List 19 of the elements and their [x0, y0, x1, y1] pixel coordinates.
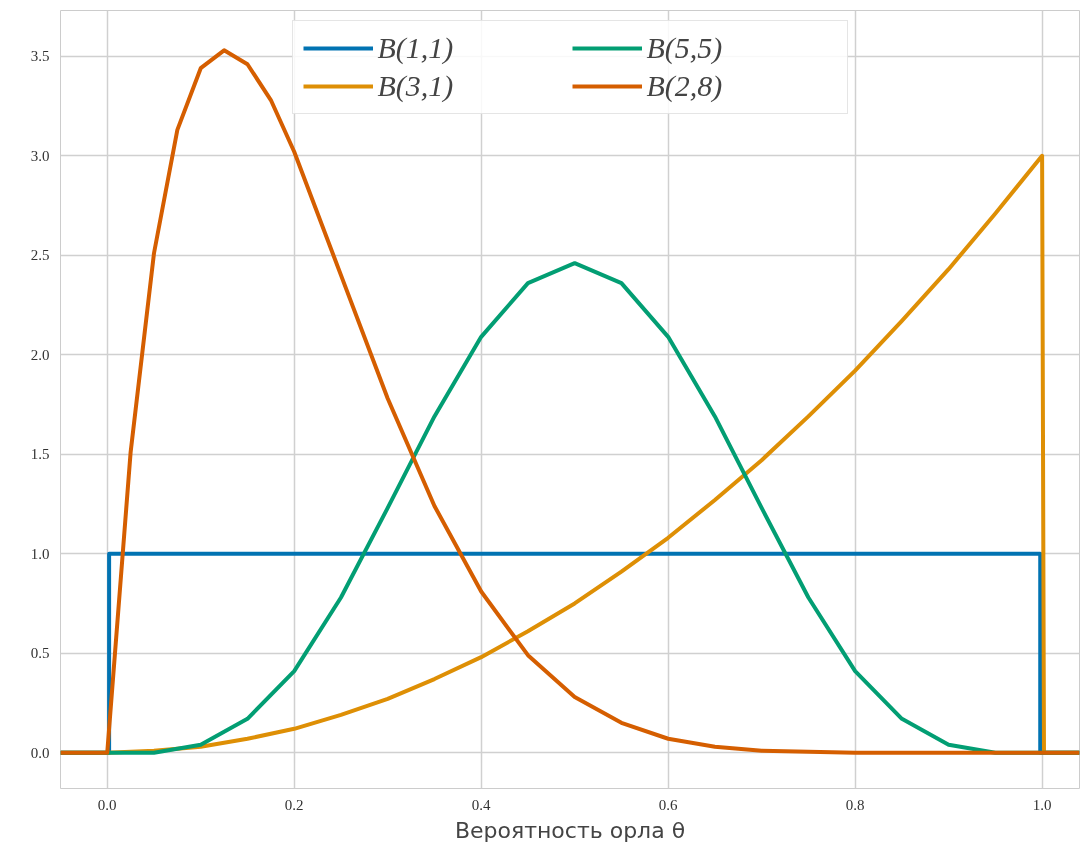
- x-tick-label: 0.6: [658, 796, 679, 813]
- legend-label: B(2,8): [646, 69, 724, 103]
- x-axis-title: Вероятность орла θ: [454, 817, 686, 843]
- legend-label: B(1,1): [377, 31, 455, 65]
- y-tick-label: 1.0: [30, 545, 50, 562]
- y-tick-label: 0.5: [30, 645, 50, 662]
- x-tick-label: 0.4: [471, 796, 492, 813]
- y-tick-label: 3.5: [30, 48, 50, 65]
- y-tick-label: 0.0: [30, 744, 50, 761]
- x-tick-label: 0.8: [845, 796, 865, 813]
- y-tick-label: 3.0: [30, 147, 50, 164]
- legend-label: B(5,5): [646, 31, 724, 65]
- y-tick-label: 2.5: [30, 247, 50, 264]
- y-tick-label: 2.0: [30, 346, 50, 363]
- legend-label: B(3,1): [377, 69, 455, 103]
- x-tick-label: 0.0: [97, 796, 117, 813]
- x-tick-label: 0.2: [284, 796, 304, 813]
- y-tick-label: 1.5: [30, 446, 50, 463]
- x-tick-label: 1.0: [1032, 796, 1052, 813]
